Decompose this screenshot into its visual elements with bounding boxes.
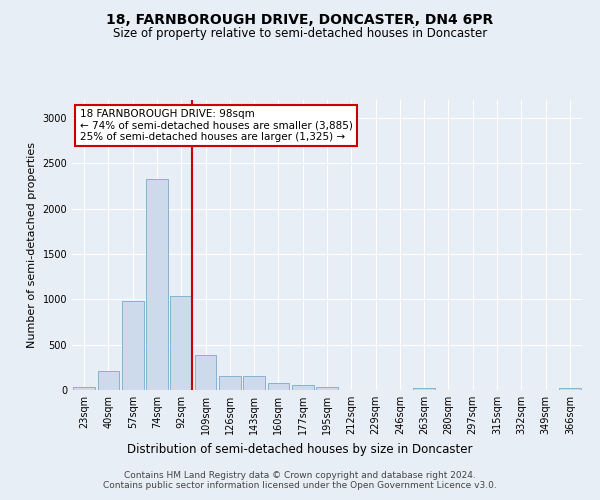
Bar [73,388,95,390]
Bar [170,296,192,390]
Bar [413,388,435,390]
Bar [559,388,581,390]
Bar [146,179,168,390]
Bar [122,301,143,390]
Bar [292,386,314,390]
Bar [316,387,338,390]
Text: 18 FARNBOROUGH DRIVE: 98sqm
← 74% of semi-detached houses are smaller (3,885)
25: 18 FARNBOROUGH DRIVE: 98sqm ← 74% of sem… [80,108,353,142]
Bar [243,376,265,390]
Bar [194,354,217,390]
Y-axis label: Number of semi-detached properties: Number of semi-detached properties [27,142,37,348]
Text: 18, FARNBOROUGH DRIVE, DONCASTER, DN4 6PR: 18, FARNBOROUGH DRIVE, DONCASTER, DN4 6P… [106,12,494,26]
Text: Size of property relative to semi-detached houses in Doncaster: Size of property relative to semi-detach… [113,28,487,40]
Bar [97,371,119,390]
Bar [219,376,241,390]
Text: Distribution of semi-detached houses by size in Doncaster: Distribution of semi-detached houses by … [127,442,473,456]
Text: Contains HM Land Registry data © Crown copyright and database right 2024.
Contai: Contains HM Land Registry data © Crown c… [103,470,497,490]
Bar [268,383,289,390]
